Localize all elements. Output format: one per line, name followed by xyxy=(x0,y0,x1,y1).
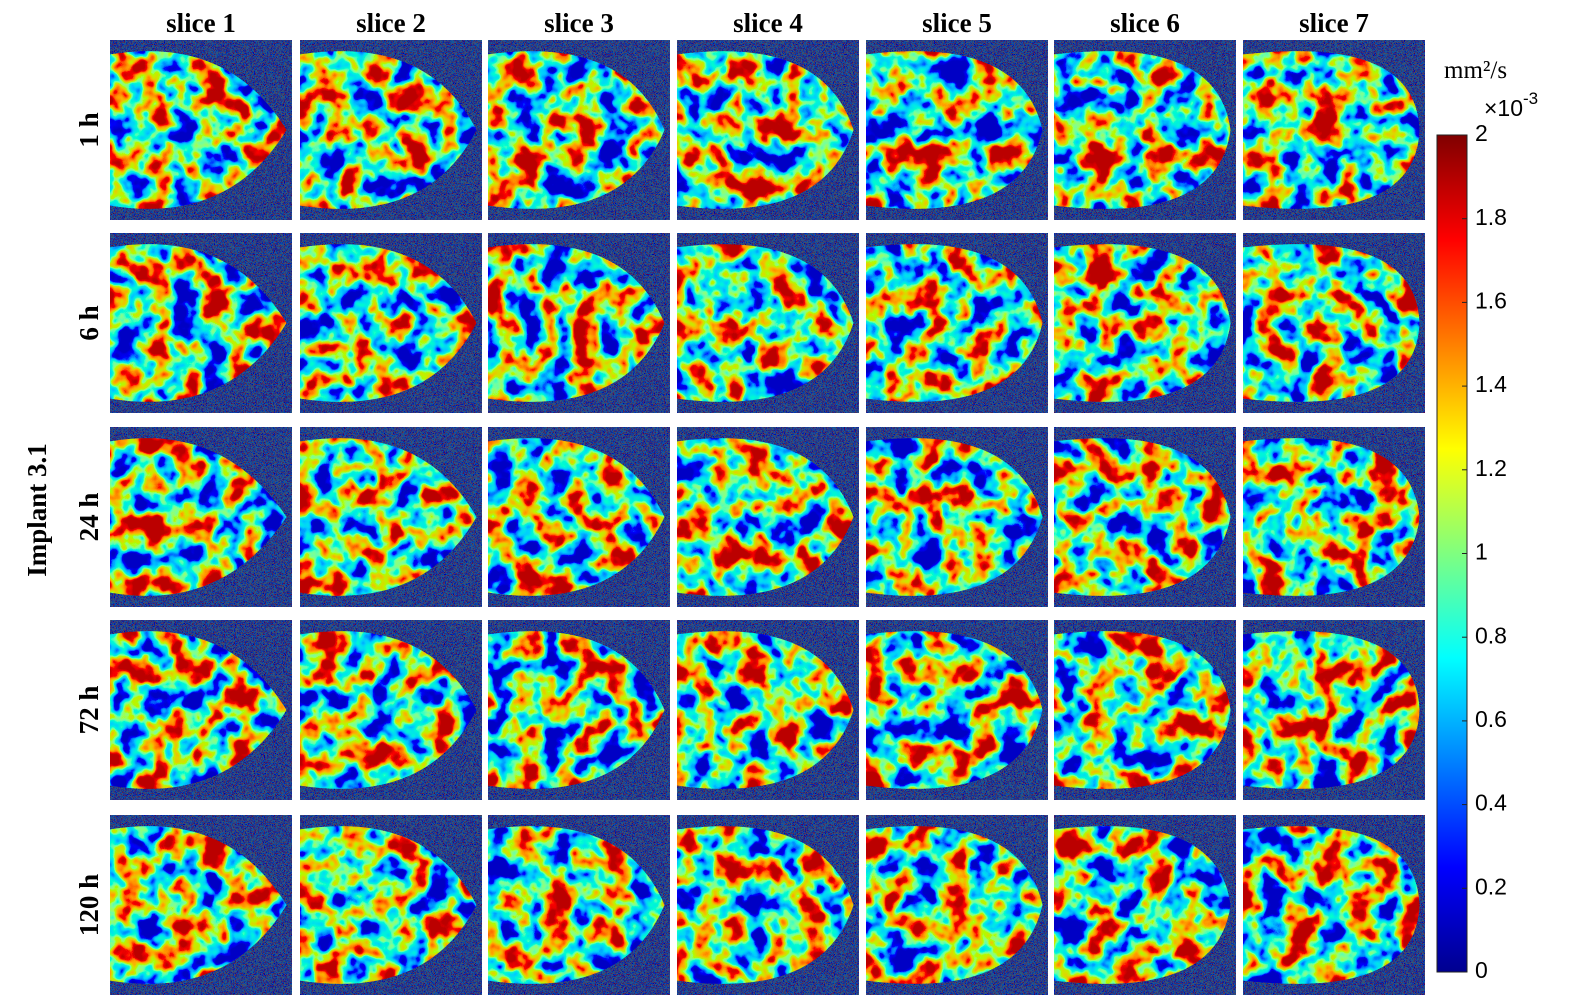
adc-map-panel xyxy=(488,620,670,800)
multiplier-exponent: -3 xyxy=(1523,89,1538,108)
column-header: slice 7 xyxy=(1299,8,1369,38)
colorbar-tick-label: 1.8 xyxy=(1475,204,1507,230)
adc-map-panel xyxy=(866,427,1048,607)
adc-map-panel xyxy=(677,620,859,800)
adc-map-panel xyxy=(488,233,670,413)
column-header: slice 6 xyxy=(1110,8,1180,38)
adc-map-panel xyxy=(866,233,1048,413)
adc-map-panel xyxy=(1054,40,1236,220)
row-label: 24 h xyxy=(74,493,104,542)
adc-map-panel xyxy=(300,233,482,413)
row-group-label: Implant 3.1 xyxy=(22,443,52,577)
adc-map-panel xyxy=(1243,815,1425,995)
colorbar-tick-label: 1.4 xyxy=(1475,371,1507,397)
colorbar-tick-label: 1.6 xyxy=(1475,287,1507,313)
adc-map-panel xyxy=(110,620,292,800)
adc-map-panel xyxy=(1243,40,1425,220)
adc-map-panel xyxy=(677,40,859,220)
adc-map-panel xyxy=(300,427,482,607)
adc-map-panel xyxy=(300,815,482,995)
column-header: slice 5 xyxy=(922,8,992,38)
adc-map-panel xyxy=(866,815,1048,995)
adc-map-panel xyxy=(110,233,292,413)
adc-map-panel xyxy=(488,40,670,220)
multiplier-base: ×10 xyxy=(1484,95,1523,121)
column-header: slice 1 xyxy=(166,8,236,38)
colorbar-tick-label: 0.6 xyxy=(1475,706,1507,732)
adc-map-panel xyxy=(488,427,670,607)
figure: Implant 3.1 mm²/s ×10-3 slice 1 slice 2 sl… xyxy=(0,0,1574,1000)
column-header: slice 2 xyxy=(356,8,426,38)
colorbar-title: mm²/s xyxy=(1444,57,1507,84)
adc-map-panel xyxy=(300,40,482,220)
adc-map-panel xyxy=(677,427,859,607)
adc-map-panel xyxy=(1054,815,1236,995)
row-label: 72 h xyxy=(74,686,104,735)
row-label: 120 h xyxy=(74,874,104,936)
colorbar-tick-label: 0 xyxy=(1475,957,1488,983)
adc-map-panel xyxy=(1054,620,1236,800)
colorbar-tick-label: 0.8 xyxy=(1475,622,1507,648)
colorbar-multiplier: ×10-3 xyxy=(1484,89,1538,121)
adc-map-panel xyxy=(110,427,292,607)
column-header: slice 3 xyxy=(544,8,614,38)
column-header: slice 4 xyxy=(733,8,803,38)
adc-map-panel xyxy=(1054,233,1236,413)
colorbar-tick-label: 0.2 xyxy=(1475,873,1507,899)
adc-map-panel xyxy=(677,815,859,995)
adc-map-panel xyxy=(866,40,1048,220)
colorbar-tick-label: 0.4 xyxy=(1475,790,1507,816)
adc-map-panel xyxy=(110,815,292,995)
adc-map-panel xyxy=(300,620,482,800)
adc-map-panel xyxy=(488,815,670,995)
adc-map-panel xyxy=(1243,233,1425,413)
adc-map-panel xyxy=(866,620,1048,800)
row-label: 1 h xyxy=(74,112,104,147)
colorbar-tick-label: 1 xyxy=(1475,539,1488,565)
adc-map-panel xyxy=(677,233,859,413)
adc-map-panel xyxy=(110,40,292,220)
row-label: 6 h xyxy=(74,305,104,340)
adc-map-panel xyxy=(1243,427,1425,607)
colorbar-tick-label: 2 xyxy=(1475,120,1488,146)
adc-map-panel xyxy=(1243,620,1425,800)
adc-map-panel xyxy=(1054,427,1236,607)
colorbar-tick-label: 1.2 xyxy=(1475,455,1507,481)
